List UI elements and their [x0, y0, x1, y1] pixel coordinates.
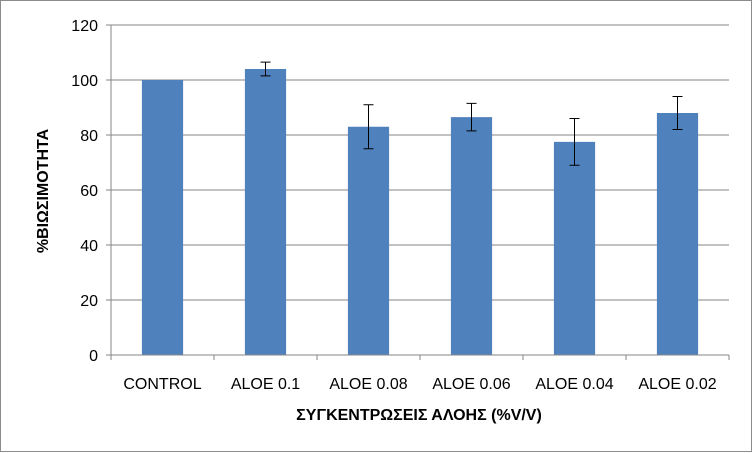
x-tick-label: ALOE 0.08	[329, 376, 407, 393]
y-tick-label: 100	[71, 73, 98, 90]
gridlines	[106, 24, 729, 356]
y-tick-label: 40	[80, 238, 98, 255]
x-tick-label: ALOE 0.02	[638, 376, 716, 393]
bar	[450, 117, 493, 355]
y-tick-labels: 0 20 40 60 80 100 120	[71, 18, 98, 365]
x-tick-label: ALOE 0.06	[432, 376, 510, 393]
bar	[553, 141, 596, 355]
y-tick-label: 120	[71, 18, 98, 35]
axes	[110, 25, 730, 360]
y-tick-label: 80	[80, 128, 98, 145]
bar	[656, 113, 699, 355]
y-tick-label: 0	[89, 348, 98, 365]
bar	[347, 126, 390, 355]
bars	[141, 69, 699, 355]
x-tick-labels: CONTROL ALOE 0.1 ALOE 0.08 ALOE 0.06 ALOE 0.…	[123, 376, 716, 393]
x-tick-label: ALOE 0.04	[535, 376, 613, 393]
x-tick-label: CONTROL	[123, 376, 201, 393]
bar	[141, 80, 184, 355]
y-tick-label: 20	[80, 293, 98, 310]
error-bars	[260, 61, 683, 166]
x-tick-label: ALOE 0.1	[231, 376, 300, 393]
bar	[244, 69, 287, 355]
y-axis-title: %ΒΙΩΣΙΜΟΤΗΤΑ	[35, 128, 52, 253]
x-axis-title: ΣΥΓΚΕΝΤΡΩΣΕΙΣ ΑΛΟΗΣ (%V/V)	[296, 407, 542, 424]
y-tick-label: 60	[80, 183, 98, 200]
